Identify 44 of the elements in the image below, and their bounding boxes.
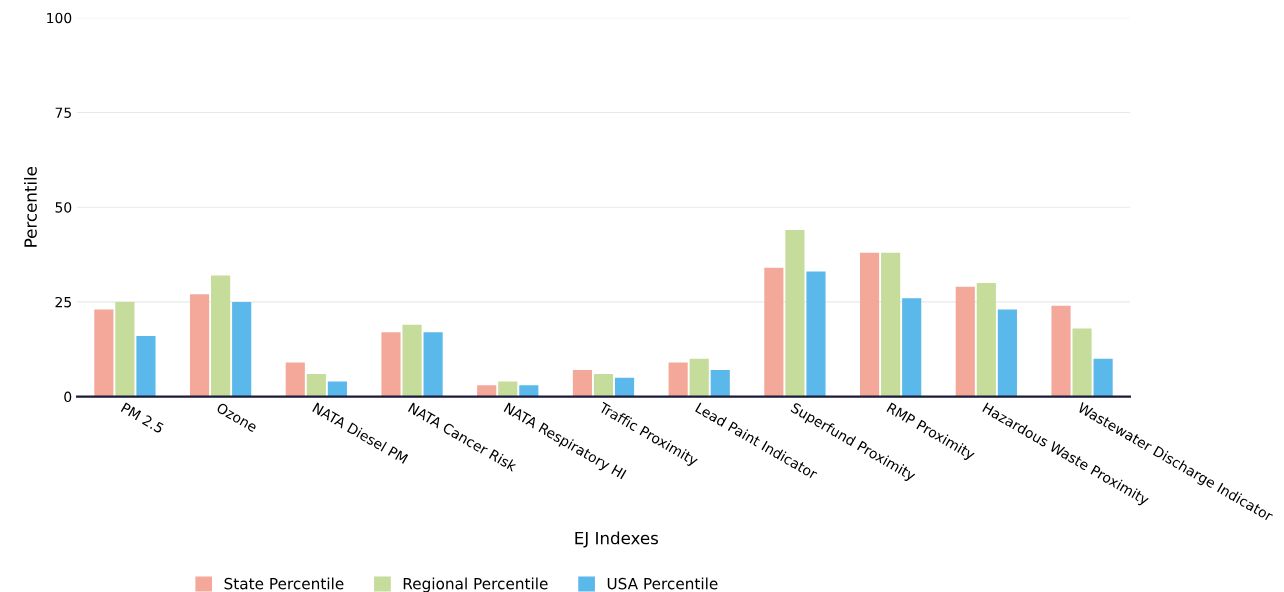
bar [402, 324, 422, 397]
x-tick-label: PM 2.5 [120, 402, 165, 434]
bar [115, 301, 135, 397]
bar [785, 229, 805, 397]
x-axis-title: EJ Indexes [575, 531, 659, 548]
bar [306, 373, 326, 397]
bar [1072, 328, 1092, 397]
bar [477, 385, 497, 397]
bar [136, 336, 156, 397]
bar [881, 252, 901, 397]
bar [860, 252, 880, 397]
bar [572, 370, 592, 397]
bar [710, 370, 730, 397]
y-axis-title: Percentile [23, 166, 37, 247]
y-tick-label: 50 [55, 202, 72, 213]
bar [381, 332, 401, 397]
y-tick-label: 25 [55, 296, 71, 308]
y-tick-label: 75 [55, 107, 71, 118]
bar [689, 358, 709, 397]
y-tick-label: 100 [47, 12, 72, 24]
legend-label: Regional Percentile [403, 577, 548, 592]
bar [955, 286, 975, 397]
legend-label: State Percentile [224, 577, 344, 590]
bar [1051, 305, 1071, 397]
legend-label: USA Percentile [607, 577, 718, 590]
bar [997, 309, 1017, 397]
bar [593, 373, 614, 397]
bar [614, 377, 635, 397]
bar [498, 381, 518, 397]
bar [519, 385, 539, 397]
bar [902, 298, 922, 397]
bar [1093, 358, 1113, 397]
bar [976, 282, 996, 397]
bar [94, 309, 114, 397]
bar [423, 332, 443, 397]
bar [232, 301, 252, 397]
bar [668, 362, 688, 397]
bar [189, 294, 210, 397]
bar [211, 275, 231, 397]
bar [764, 267, 784, 397]
bar [327, 381, 347, 397]
y-tick-label: 0 [64, 391, 72, 403]
bar [285, 362, 305, 397]
bar [806, 271, 826, 397]
